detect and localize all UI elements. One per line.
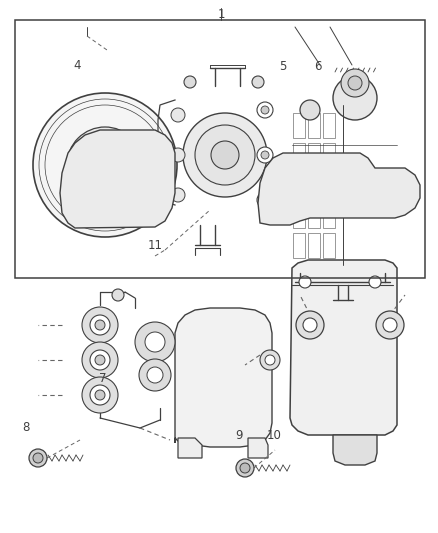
Polygon shape: [248, 438, 268, 458]
Circle shape: [171, 108, 185, 122]
Text: 1: 1: [217, 9, 225, 21]
Bar: [293, 233, 305, 258]
Circle shape: [261, 151, 269, 159]
Bar: [293, 173, 305, 198]
Ellipse shape: [128, 118, 152, 142]
Circle shape: [33, 93, 177, 237]
Bar: [308, 203, 320, 228]
Polygon shape: [333, 435, 377, 465]
Circle shape: [376, 311, 404, 339]
Bar: [15, 20, 425, 278]
Circle shape: [252, 76, 264, 88]
Circle shape: [240, 463, 250, 473]
Circle shape: [195, 125, 255, 185]
Circle shape: [90, 385, 110, 405]
Polygon shape: [175, 308, 272, 447]
Circle shape: [183, 113, 267, 197]
Circle shape: [303, 318, 317, 332]
Circle shape: [236, 459, 254, 477]
Bar: [308, 143, 320, 168]
Bar: [323, 113, 335, 138]
Bar: [323, 233, 335, 258]
Bar: [293, 203, 305, 228]
Circle shape: [383, 318, 397, 332]
Circle shape: [184, 76, 196, 88]
Circle shape: [257, 192, 273, 208]
Circle shape: [95, 320, 105, 330]
Polygon shape: [178, 438, 202, 458]
Circle shape: [265, 355, 275, 365]
Circle shape: [29, 449, 47, 467]
Bar: [293, 143, 305, 168]
Circle shape: [261, 196, 269, 204]
Circle shape: [369, 276, 381, 288]
Circle shape: [257, 147, 273, 163]
Circle shape: [171, 188, 185, 202]
Text: 9: 9: [235, 430, 243, 442]
Bar: [323, 203, 335, 228]
Circle shape: [95, 355, 105, 365]
Ellipse shape: [58, 118, 81, 142]
Circle shape: [296, 311, 324, 339]
Text: 11: 11: [148, 239, 163, 252]
Text: 8: 8: [23, 421, 30, 434]
Text: 4: 4: [73, 59, 81, 72]
Bar: [293, 113, 305, 138]
Circle shape: [299, 276, 311, 288]
Bar: [308, 113, 320, 138]
Circle shape: [333, 76, 377, 120]
Bar: [308, 233, 320, 258]
Circle shape: [82, 307, 118, 343]
Circle shape: [112, 289, 124, 301]
Circle shape: [33, 453, 43, 463]
Circle shape: [171, 148, 185, 162]
Bar: [323, 143, 335, 168]
Circle shape: [67, 127, 143, 203]
Polygon shape: [60, 130, 175, 228]
Circle shape: [139, 359, 171, 391]
Circle shape: [300, 100, 320, 120]
Circle shape: [82, 342, 118, 378]
Circle shape: [141, 145, 155, 159]
Circle shape: [211, 141, 239, 169]
Text: 10: 10: [266, 430, 281, 442]
Polygon shape: [258, 153, 420, 225]
Circle shape: [260, 350, 280, 370]
Circle shape: [95, 155, 115, 175]
Ellipse shape: [58, 188, 81, 212]
Circle shape: [90, 350, 110, 370]
Ellipse shape: [128, 188, 152, 212]
Circle shape: [90, 315, 110, 335]
Text: 5: 5: [279, 60, 286, 73]
Circle shape: [82, 377, 118, 413]
Circle shape: [145, 332, 165, 352]
Circle shape: [257, 102, 273, 118]
Bar: [323, 173, 335, 198]
Circle shape: [77, 137, 133, 193]
Text: 7: 7: [99, 372, 107, 385]
Polygon shape: [290, 260, 397, 435]
Circle shape: [348, 76, 362, 90]
Bar: [308, 173, 320, 198]
Circle shape: [341, 69, 369, 97]
Circle shape: [135, 322, 175, 362]
Circle shape: [147, 367, 163, 383]
Text: 6: 6: [314, 60, 321, 73]
Circle shape: [261, 106, 269, 114]
Circle shape: [95, 390, 105, 400]
